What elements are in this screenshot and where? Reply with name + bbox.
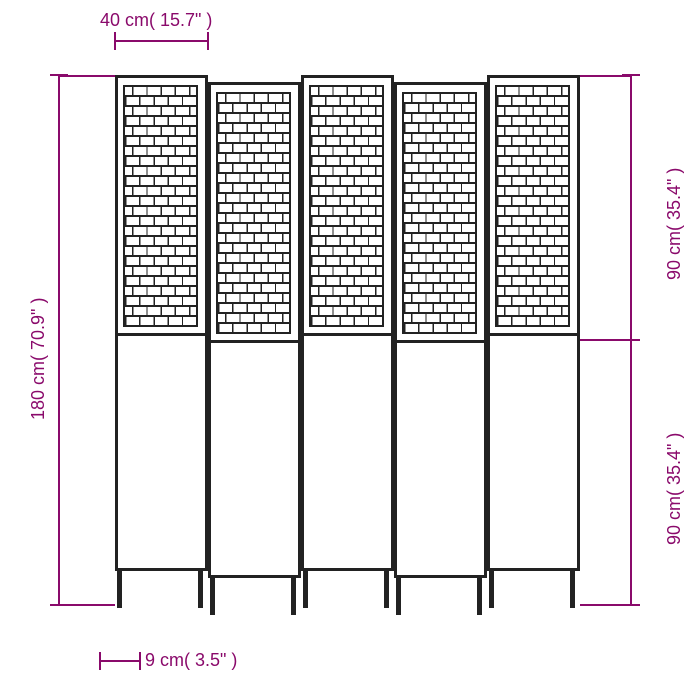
panel-1-foot-right — [198, 568, 203, 608]
foot-tick-right — [139, 652, 141, 670]
panel-2-foot-left — [210, 575, 215, 615]
panel-3-mid-rail — [301, 333, 391, 336]
panel-2-woven — [216, 92, 291, 334]
leader-top — [580, 75, 630, 77]
width-dim-tick-right — [207, 32, 209, 50]
foot-dim-line — [100, 660, 140, 662]
leader-bot — [580, 604, 630, 606]
height-label: 180 cm( 70.9" ) — [28, 298, 49, 420]
panel-5-woven — [495, 85, 570, 327]
panel-4-woven — [402, 92, 477, 334]
panel-4-mid-rail — [394, 340, 484, 343]
panel-3-foot-left — [303, 568, 308, 608]
panel-3-woven — [309, 85, 384, 327]
leader-mid — [580, 339, 630, 341]
width-dim-tick-left — [114, 32, 116, 50]
top-half-dim-line — [630, 75, 632, 340]
leader-left-top — [60, 75, 115, 77]
foot-tick-left — [99, 652, 101, 670]
panel-5-foot-right — [570, 568, 575, 608]
diagram-canvas: 40 cm( 15.7" ) 180 cm( 70.9" ) 90 cm( 35… — [0, 0, 700, 700]
bottom-half-dim-line — [630, 340, 632, 605]
panel-1-mid-rail — [115, 333, 205, 336]
panel-1-foot-left — [117, 568, 122, 608]
panel-4-foot-right — [477, 575, 482, 615]
panel-3-foot-right — [384, 568, 389, 608]
panel-5-foot-left — [489, 568, 494, 608]
width-dim-line — [115, 40, 208, 42]
panel-4-foot-left — [396, 575, 401, 615]
panel-5-mid-rail — [487, 333, 577, 336]
foot-label: 9 cm( 3.5" ) — [145, 650, 237, 671]
top-half-label: 90 cm( 35.4" ) — [664, 168, 685, 280]
panel-1-woven — [123, 85, 198, 327]
leader-left-bot — [60, 604, 115, 606]
width-label: 40 cm( 15.7" ) — [100, 10, 212, 31]
height-dim-line — [58, 75, 60, 605]
panel-2-mid-rail — [208, 340, 298, 343]
panel-2-foot-right — [291, 575, 296, 615]
bottom-half-label: 90 cm( 35.4" ) — [664, 433, 685, 545]
